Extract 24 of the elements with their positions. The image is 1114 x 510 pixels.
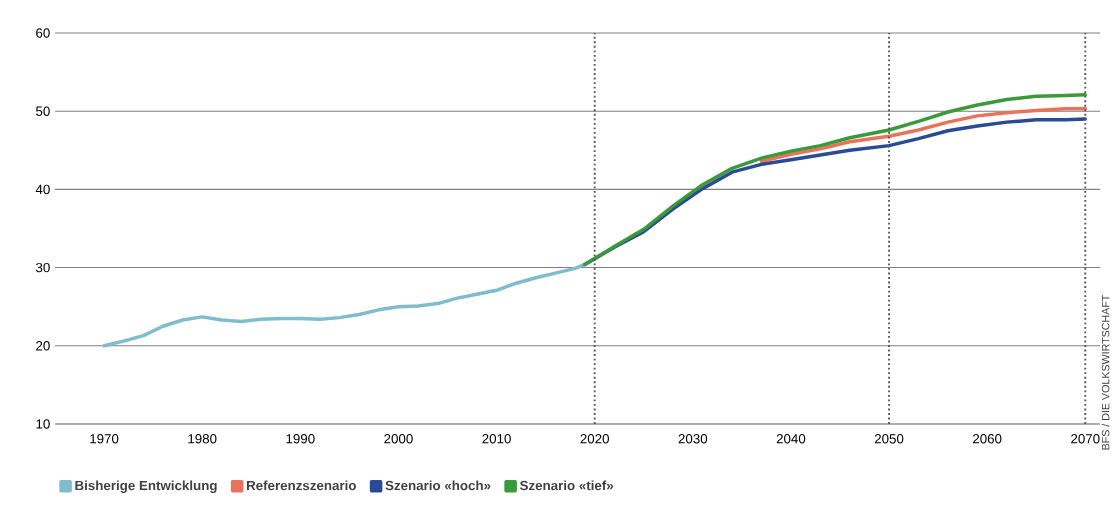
- legend-label: Szenario «tief»: [519, 480, 614, 491]
- x-tick-label: 1970: [90, 434, 119, 444]
- line-series: [102, 262, 587, 348]
- legend-label: Referenzszenario: [246, 480, 356, 491]
- x-tick-label: 2050: [874, 434, 904, 444]
- x-tick-label: 2070: [1071, 434, 1100, 444]
- y-tick-label: 40: [35, 184, 50, 195]
- x-tick-label: 2000: [384, 434, 413, 444]
- y-tick-label: 60: [36, 28, 50, 38]
- legend-label: Szenario «hoch»: [385, 480, 491, 491]
- x-tick-label: 1990: [286, 434, 315, 444]
- text: BFS / DIE VOLKSWIRTSCHAFT: [1101, 294, 1110, 450]
- x-tick-label: 2030: [678, 434, 708, 444]
- x-tick-label: 2060: [973, 434, 1002, 444]
- x-tick-label: 1980: [188, 434, 217, 444]
- y-tick-label: 10: [36, 419, 50, 429]
- x-tick-label: 2040: [776, 434, 806, 444]
- line-series: [759, 107, 1088, 163]
- x-tick-label: 2010: [482, 434, 511, 444]
- y-tick-label: 30: [35, 262, 50, 273]
- x-tick-label: 2020: [580, 434, 609, 444]
- y-tick-label: 20: [36, 341, 50, 351]
- legend-label: Bisherige Entwicklung: [75, 480, 217, 493]
- y-tick-label: 50: [36, 106, 50, 116]
